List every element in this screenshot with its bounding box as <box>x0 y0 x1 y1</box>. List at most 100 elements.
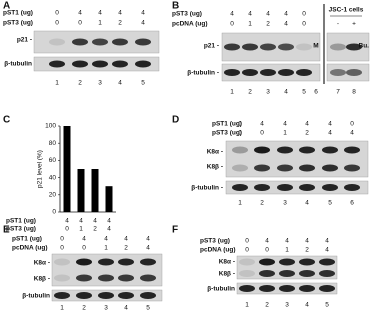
band <box>319 270 335 277</box>
band <box>76 274 92 282</box>
row-value: 4 <box>98 10 102 17</box>
lane-number: 2 <box>248 89 252 96</box>
band <box>299 184 315 191</box>
band <box>277 164 293 172</box>
band <box>92 60 108 68</box>
row-label: pST3 (ug) <box>212 130 242 137</box>
row-value: 4 <box>328 121 332 128</box>
band <box>260 69 276 76</box>
lane-number: 1 <box>55 80 59 87</box>
band <box>98 274 114 282</box>
band <box>72 60 88 68</box>
bar <box>91 169 99 212</box>
band <box>322 184 338 191</box>
lane-number: 1 <box>238 200 242 207</box>
lane-number: 5 <box>146 305 150 312</box>
band <box>76 258 92 266</box>
band <box>232 164 248 172</box>
group-col: - <box>337 21 339 28</box>
lane-number: 4 <box>305 200 309 207</box>
row-value: 0 <box>230 21 234 28</box>
lane-number: 6 <box>314 89 318 96</box>
y-tick-label: 100 <box>45 123 56 130</box>
x-tick-label: 4 <box>65 218 69 225</box>
lane-number: 6 <box>350 200 354 207</box>
row-value: 1 <box>285 247 289 254</box>
blot-label: p21 - <box>17 37 32 44</box>
band <box>242 69 258 76</box>
band <box>98 258 114 266</box>
band <box>278 69 294 76</box>
row-value: 1 <box>248 21 252 28</box>
blot-label: K8α - <box>207 149 223 156</box>
lane-number: 4 <box>305 302 309 309</box>
row-value: 4 <box>104 236 108 243</box>
y-axis-label: p21 level (%) <box>37 150 44 188</box>
band <box>259 270 275 277</box>
x-tick-label: 1 <box>79 226 83 233</box>
row-value: 1 <box>104 245 108 252</box>
blot <box>225 140 369 178</box>
blot-label: K8β - <box>34 276 50 283</box>
row-value: 4 <box>350 130 354 137</box>
band <box>319 285 335 292</box>
group-label: JSC-1 cells <box>329 7 364 14</box>
row-value: 4 <box>325 238 329 245</box>
lane-number: 7 <box>336 89 340 96</box>
band <box>277 184 293 191</box>
blot-label: K8α - <box>34 260 50 267</box>
lane-number: 4 <box>284 89 288 96</box>
x-tick-label: 4 <box>107 218 111 225</box>
row-value: 4 <box>328 130 332 137</box>
row-label: pcDNA (ug) <box>12 245 48 252</box>
lane-number: 5 <box>328 200 332 207</box>
row-value: 0 <box>302 11 306 18</box>
lane-number: 5 <box>141 80 145 87</box>
lane-number: 4 <box>118 80 122 87</box>
note: Bu. <box>359 43 370 50</box>
band <box>112 60 128 68</box>
row-value: 4 <box>283 121 287 128</box>
row-label: pcDNA (ug) <box>200 247 236 254</box>
band <box>279 258 295 266</box>
row-value: 4 <box>146 236 150 243</box>
band <box>54 292 70 299</box>
blot-label: β-tubulin <box>4 61 32 68</box>
band <box>135 60 151 68</box>
row-value: 0 <box>60 245 64 252</box>
panel-letter: B <box>172 1 179 12</box>
x-tick-label: 2 <box>93 226 97 233</box>
band <box>232 146 248 154</box>
band <box>259 258 275 266</box>
x-tick-label: 4 <box>93 218 97 225</box>
band <box>254 146 270 154</box>
band <box>260 43 276 51</box>
band <box>344 146 360 154</box>
y-tick-label: 40 <box>49 174 57 181</box>
band <box>299 270 315 277</box>
band <box>140 292 156 299</box>
row-value: 0 <box>260 130 264 137</box>
band <box>254 184 270 191</box>
lane-number: 2 <box>260 200 264 207</box>
band <box>322 146 338 154</box>
panel-letter: C <box>3 115 10 126</box>
band <box>279 270 295 277</box>
row-value: 4 <box>325 247 329 254</box>
band <box>135 38 151 46</box>
row-value: 1 <box>283 130 287 137</box>
lane-number: 1 <box>230 89 234 96</box>
row-value: 2 <box>266 21 270 28</box>
row-value: 2 <box>305 130 309 137</box>
band <box>259 285 275 292</box>
lane-number: 5 <box>302 89 306 96</box>
band <box>296 69 312 76</box>
row-label: pST1 (ug) <box>3 10 33 17</box>
blot-label: β-tubulin <box>22 293 50 300</box>
x-tick-label: 4 <box>107 226 111 233</box>
bar <box>63 126 71 212</box>
category-row-label: pST3 (ug) <box>6 226 36 233</box>
lane-number: 3 <box>285 302 289 309</box>
row-value: 2 <box>124 245 128 252</box>
